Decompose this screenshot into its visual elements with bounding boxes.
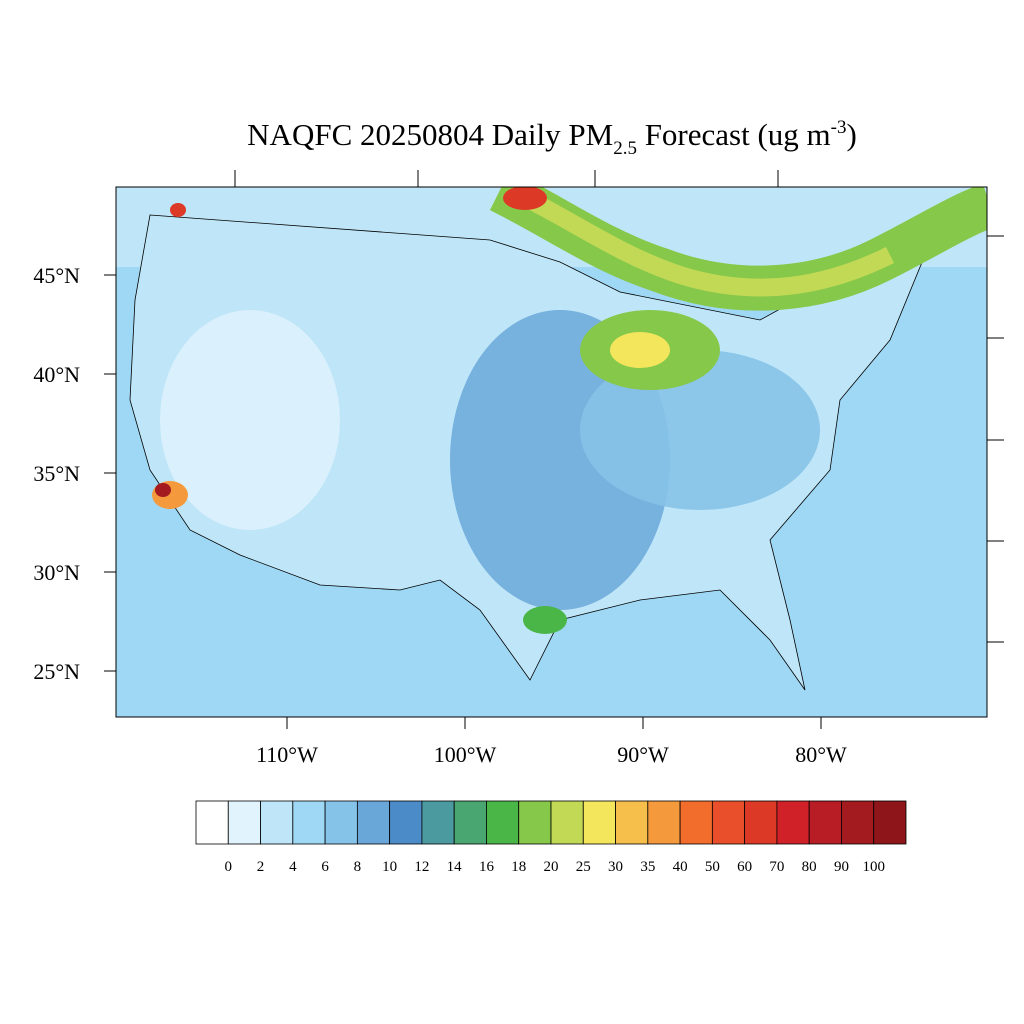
hotspot	[170, 203, 186, 217]
title-main: NAQFC 20250804 Daily PM	[247, 117, 613, 152]
colorbar-label: 18	[511, 859, 526, 875]
colorbar-label: 25	[576, 859, 591, 875]
colorbar-box	[389, 800, 423, 845]
colorbar-label: 12	[414, 859, 429, 875]
colorbar-box	[550, 800, 584, 845]
colorbar-box	[808, 800, 842, 845]
west-field	[160, 310, 340, 530]
map-frame	[115, 186, 988, 718]
colorbar-label: 50	[705, 859, 720, 875]
colorbar-label: 40	[673, 859, 688, 875]
lat-label: 40°N	[33, 362, 80, 387]
lat-label: 45°N	[33, 263, 80, 288]
lat-label: 35°N	[33, 461, 80, 486]
colorbar-box	[486, 800, 520, 845]
colorbar-label: 90	[834, 859, 849, 875]
colorbar-box	[421, 800, 455, 845]
colorbar-label: 80	[802, 859, 817, 875]
colorbar-box	[873, 800, 907, 845]
colorbar-box	[227, 800, 261, 845]
colorbar-label: 6	[321, 859, 329, 875]
lat-label: 25°N	[33, 659, 80, 684]
lon-label: 110°W	[256, 742, 318, 767]
hotspot	[503, 187, 547, 210]
map-field	[116, 187, 987, 717]
colorbar-label: 70	[769, 859, 784, 875]
lat-label: 30°N	[33, 560, 80, 585]
colorbar-box	[841, 800, 875, 845]
colorbar-box	[615, 800, 649, 845]
title-end: )	[846, 117, 856, 152]
hotspot	[155, 483, 171, 497]
colorbar-box	[356, 800, 391, 845]
colorbar-box	[453, 800, 487, 845]
colorbar-label: 35	[640, 859, 655, 875]
lon-label: 100°W	[434, 742, 497, 767]
smoke-band-core	[515, 187, 895, 297]
colorbar-label: 0	[225, 859, 233, 875]
colorbar-label: 60	[737, 859, 752, 875]
colorbar-label: 8	[354, 859, 362, 875]
frame-ticks	[234, 170, 1004, 643]
colorbar-box	[711, 800, 746, 845]
colorbar-box	[776, 800, 810, 845]
colorbar-box	[195, 800, 229, 845]
colorbar-label: 14	[447, 859, 463, 875]
colorbar-label: 16	[479, 859, 495, 875]
colorbar-box	[679, 800, 713, 845]
lon-label: 80°W	[795, 742, 847, 767]
title-sub: 2.5	[613, 138, 637, 159]
colorbar-box	[744, 800, 778, 845]
colorbar-label: 30	[608, 859, 623, 875]
east-field	[580, 350, 820, 510]
title-sup: -3	[831, 117, 847, 138]
title: NAQFC 20250804 Daily PM2.5 Forecast (ug …	[247, 117, 857, 159]
lakes-core	[610, 332, 670, 368]
colorbar-box	[260, 800, 294, 845]
colorbar-box	[582, 800, 616, 845]
colorbar-label: 20	[544, 859, 559, 875]
colorbar-label: 2	[257, 859, 265, 875]
colorbar-label: 100	[862, 859, 885, 875]
lon-label: 90°W	[617, 742, 669, 767]
colorbar-label: 4	[289, 859, 297, 875]
colorbar-label: 10	[382, 859, 397, 875]
colorbar-box	[292, 800, 326, 845]
colorbar-box	[518, 800, 552, 845]
title-mid: Forecast (ug m	[637, 117, 831, 152]
colorbar-box	[324, 800, 358, 845]
colorbar-box	[647, 800, 681, 845]
texas-field	[523, 606, 567, 634]
